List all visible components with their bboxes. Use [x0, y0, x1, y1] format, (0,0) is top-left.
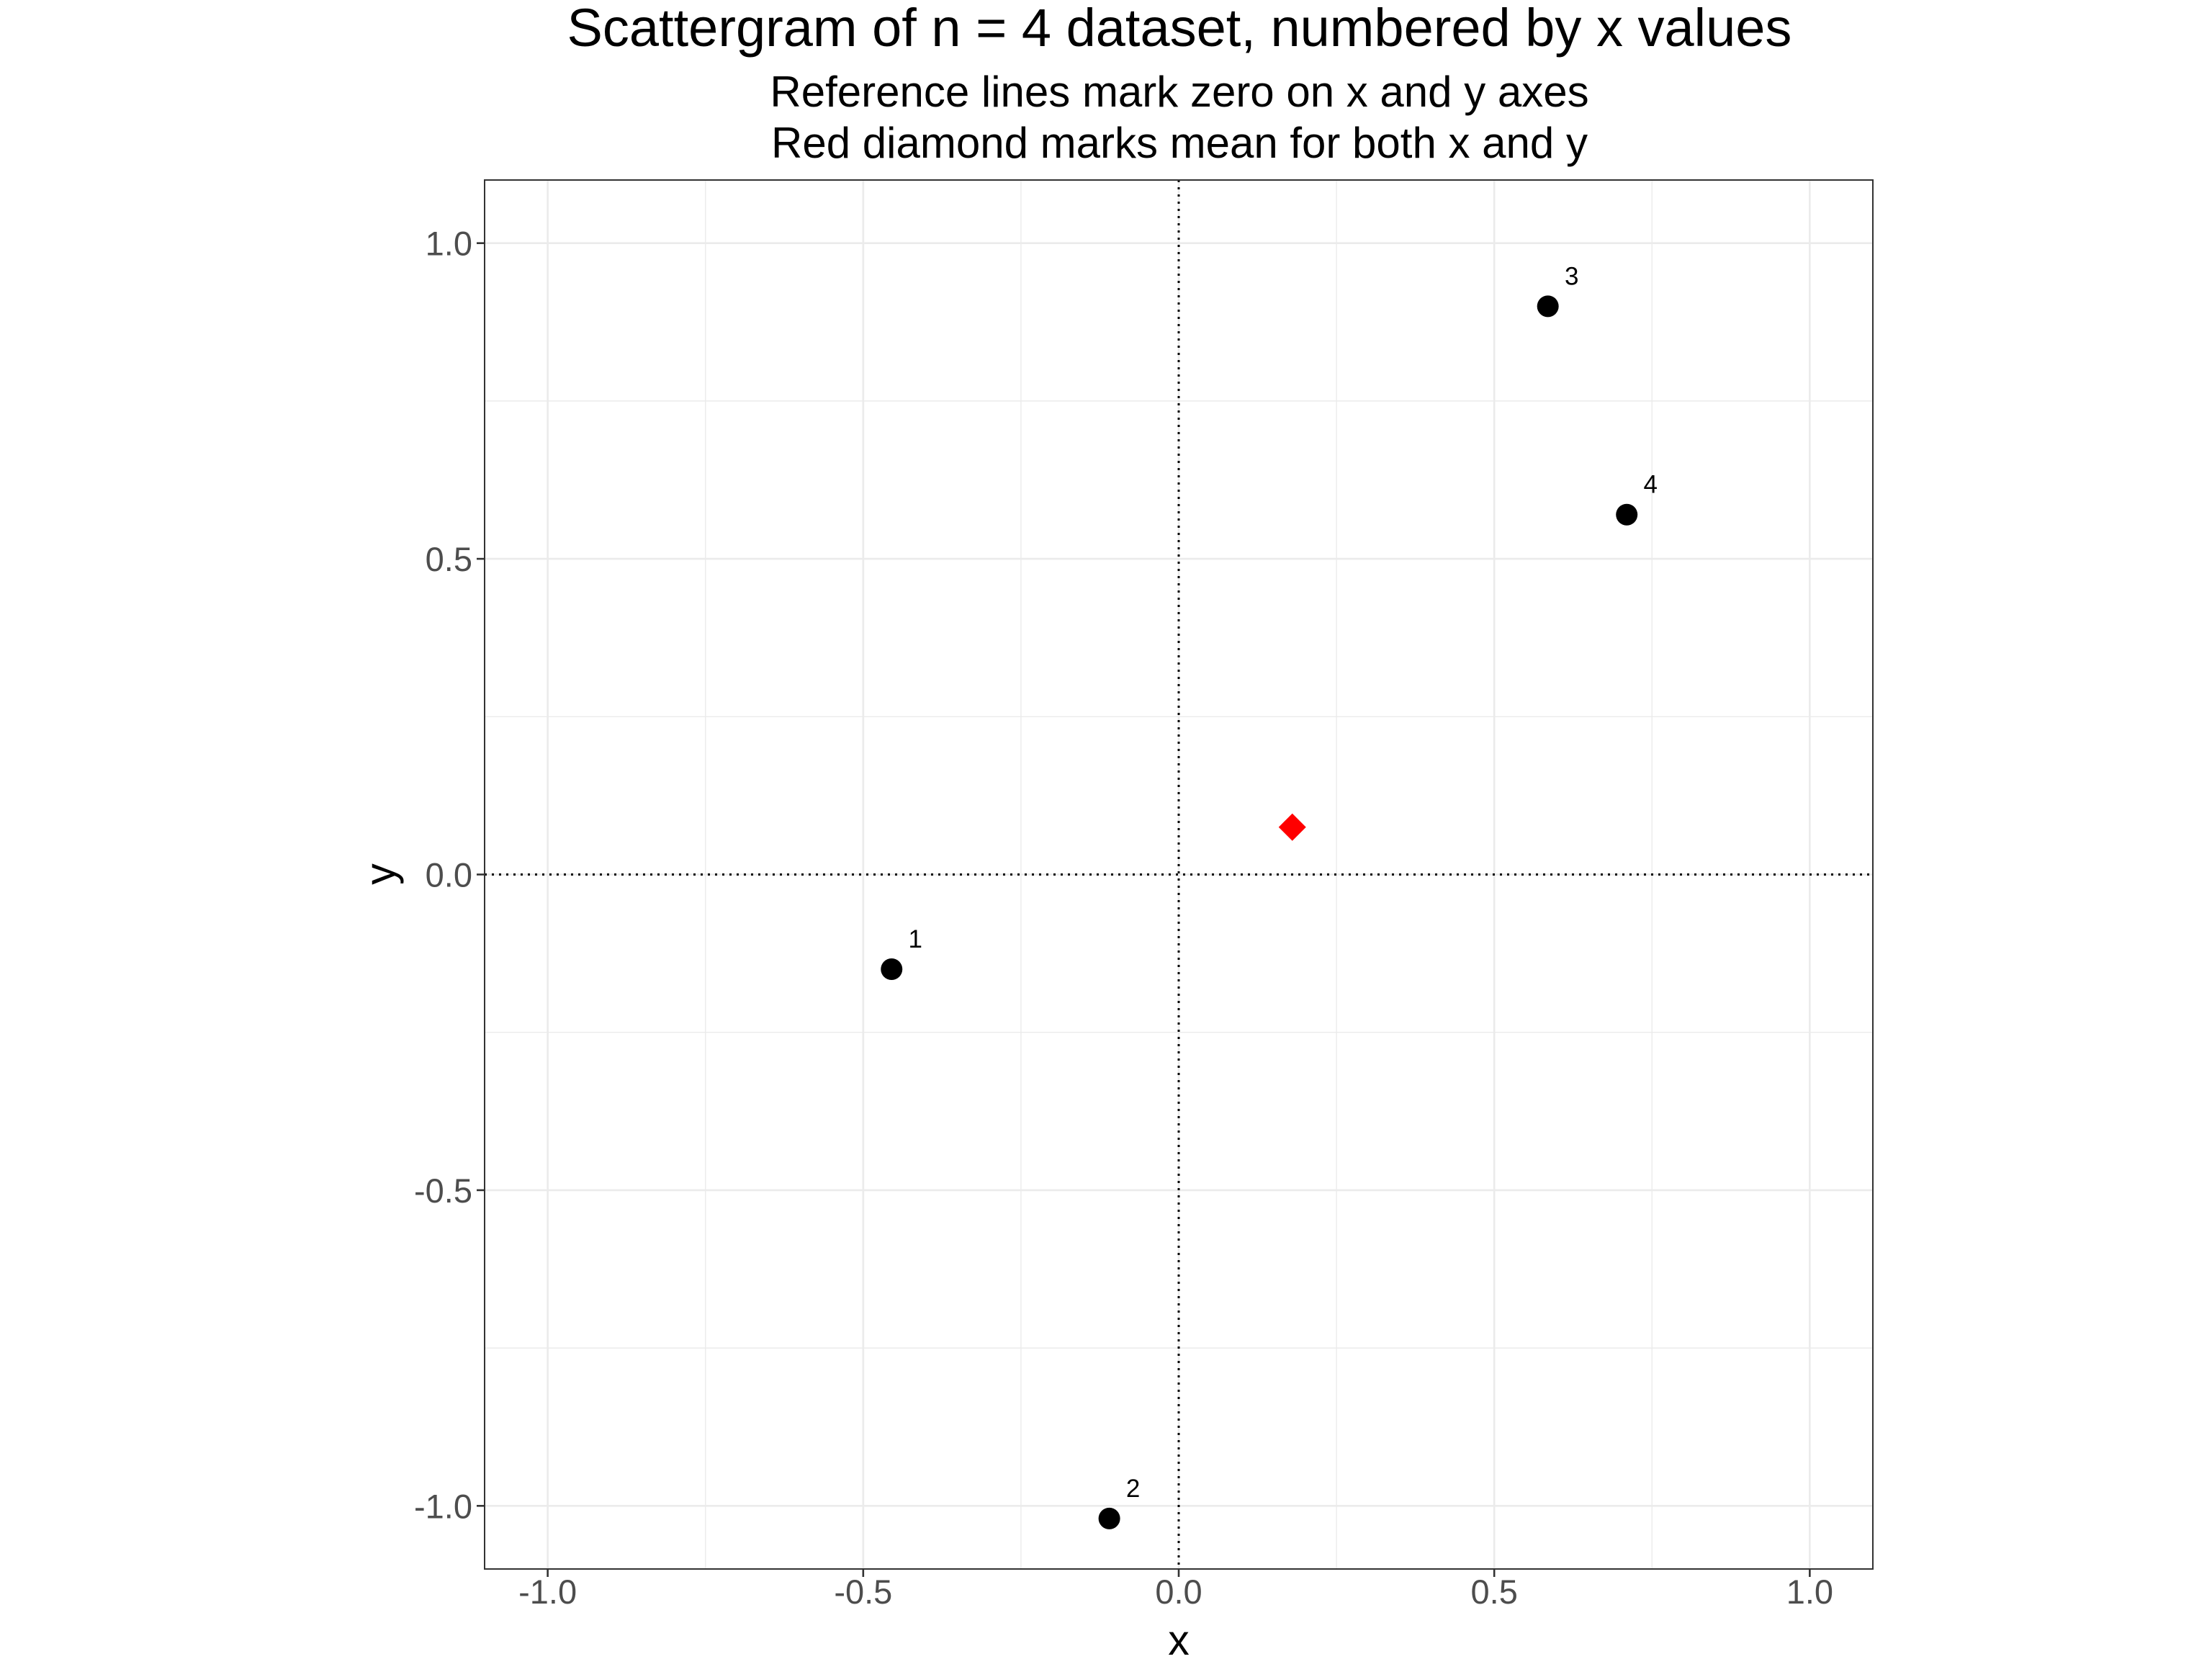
x-tick-label: 0.5 [1471, 1573, 1518, 1611]
y-axis-title: y [356, 863, 404, 885]
scatter-point-4 [1616, 503, 1638, 526]
reference-lines [485, 180, 1873, 1569]
point-label-4: 4 [1643, 471, 1657, 499]
point-label-1: 1 [909, 925, 922, 953]
chart-title: Scattergram of n = 4 dataset, numbered b… [567, 0, 1792, 58]
scatter-point-1 [881, 958, 903, 981]
data-points: 1 2 3 4 [881, 262, 1658, 1529]
mean-diamond [1278, 813, 1306, 841]
scatter-point-2 [1098, 1507, 1120, 1529]
y-tick-label: 0.0 [426, 856, 472, 894]
x-tick-label: 0.0 [1155, 1573, 1202, 1611]
x-axis-tick-labels: -1.0 -0.5 0.0 0.5 1.0 [518, 1573, 1833, 1611]
x-tick-label: -0.5 [834, 1573, 892, 1611]
chart-subtitle-line-2: Red diamond marks mean for both x and y [771, 119, 1588, 167]
point-label-3: 3 [1565, 262, 1578, 290]
scatter-point-3 [1537, 295, 1559, 318]
y-tick-label: 0.5 [426, 540, 472, 578]
y-tick-label: -1.0 [414, 1487, 472, 1525]
y-axis-tick-labels: -1.0 -0.5 0.0 0.5 1.0 [414, 225, 472, 1526]
chart-subtitle-line-1: Reference lines mark zero on x and y axe… [770, 68, 1588, 116]
x-tick-label: -1.0 [518, 1573, 577, 1611]
y-tick-label: 1.0 [426, 225, 472, 263]
x-tick-label: 1.0 [1786, 1573, 1833, 1611]
x-axis-title: x [1168, 1617, 1190, 1659]
axis-ticks [477, 242, 1811, 1577]
plot-panel: 1 2 3 4 [484, 179, 1874, 1570]
y-tick-label: -0.5 [414, 1172, 472, 1210]
point-label-2: 2 [1126, 1475, 1140, 1503]
